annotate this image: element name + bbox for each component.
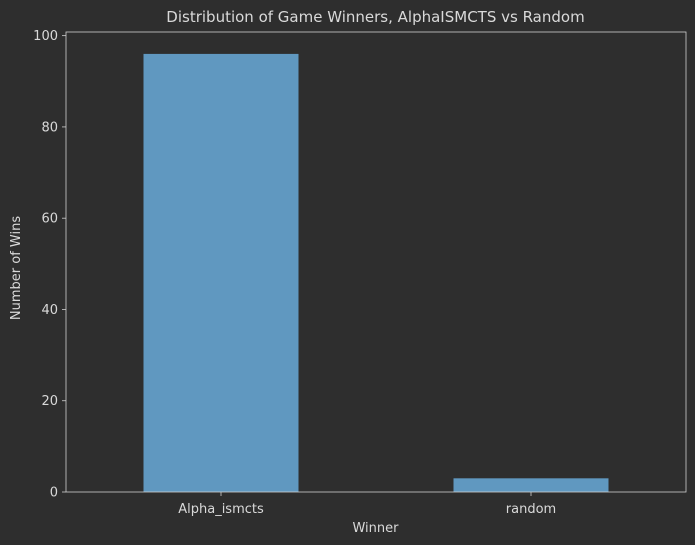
axes-group: 0 20 40 60 80 100 Alpha_ismcts random [33,29,687,517]
y-axis-label: Number of Wins [9,216,24,320]
y-tick-label: 100 [33,29,58,44]
plot-frame [65,31,687,493]
bar-alpha_ismcts [143,53,299,493]
y-tick-label: 60 [41,212,58,227]
x-tick-label: Alpha_ismcts [178,502,264,517]
x-axis-label: Winner [352,521,399,536]
y-tick-label: 20 [41,394,58,409]
bar-random [453,478,609,492]
chart-title: Distribution of Game Winners, AlphaISMCT… [166,8,584,26]
x-tick-label: random [506,502,556,517]
bars-group [143,53,609,493]
y-tick-label: 80 [41,120,58,135]
y-tick-label: 40 [41,303,58,318]
y-tick-label: 0 [50,486,58,501]
